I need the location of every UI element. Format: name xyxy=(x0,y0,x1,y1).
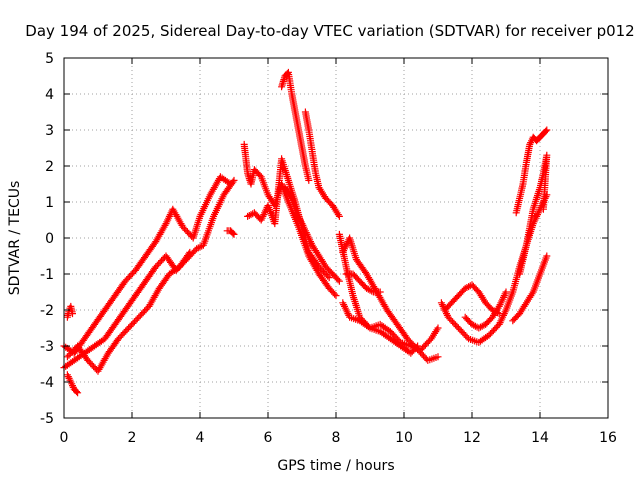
series-track-3 xyxy=(63,248,194,375)
x-axis-label: GPS time / hours xyxy=(277,458,394,474)
y-tick-label: 3 xyxy=(45,123,54,139)
x-tick-label: 16 xyxy=(599,430,617,446)
series-markers xyxy=(63,248,194,375)
series-markers xyxy=(223,227,238,238)
series-track-6 xyxy=(223,227,238,238)
series-track-5 xyxy=(63,302,76,321)
series-track-11 xyxy=(301,108,343,220)
series-track-18 xyxy=(461,288,510,332)
series-track-9 xyxy=(278,68,313,184)
series-track-20 xyxy=(516,151,551,278)
y-tick-label: 0 xyxy=(45,231,54,247)
series-track-15 xyxy=(339,299,442,354)
y-tick-label: 5 xyxy=(45,51,54,67)
series-markers xyxy=(461,288,510,332)
series-track-19 xyxy=(512,126,551,217)
y-tick-label: -3 xyxy=(40,339,54,355)
series-markers xyxy=(516,151,551,278)
series-markers xyxy=(509,252,551,325)
series-markers xyxy=(60,176,238,372)
series-markers xyxy=(60,173,235,357)
series-markers xyxy=(342,270,384,296)
series-track-10 xyxy=(281,184,343,285)
plot-frame xyxy=(63,57,609,419)
x-tick-label: 4 xyxy=(196,430,205,446)
series-track-14 xyxy=(342,270,384,296)
x-tick-label: 14 xyxy=(531,430,549,446)
series-track-4 xyxy=(63,371,82,397)
series-track-16 xyxy=(437,191,551,346)
y-tick-label: 4 xyxy=(45,87,54,103)
series-markers xyxy=(441,281,503,318)
y-tick-label: 2 xyxy=(45,159,54,175)
series-markers xyxy=(339,299,442,354)
x-tick-label: 2 xyxy=(128,430,137,446)
series-markers xyxy=(281,184,343,285)
y-tick-label: -1 xyxy=(40,267,54,283)
x-tick-label: 6 xyxy=(264,430,273,446)
series-track-1 xyxy=(60,173,235,357)
y-axis-label: SDTVAR / TECUs xyxy=(7,181,23,296)
series-markers xyxy=(278,68,313,184)
series-markers xyxy=(63,302,76,321)
y-tick-label: -5 xyxy=(40,411,54,427)
y-tick-label: -2 xyxy=(40,303,54,319)
grid xyxy=(64,58,608,418)
y-tick-label: 1 xyxy=(45,195,54,211)
series-markers xyxy=(512,126,551,217)
series-track-21 xyxy=(509,252,551,325)
data-series xyxy=(60,68,551,397)
x-tick-label: 12 xyxy=(463,430,481,446)
series-markers xyxy=(437,191,551,346)
x-tick-label: 10 xyxy=(395,430,413,446)
series-markers xyxy=(301,108,343,220)
y-tick-label: -4 xyxy=(40,375,54,391)
series-track-17 xyxy=(441,281,503,318)
x-tick-label: 0 xyxy=(60,430,69,446)
chart-title: Day 194 of 2025, Sidereal Day-to-day VTE… xyxy=(25,22,634,40)
x-tick-label: 8 xyxy=(332,430,341,446)
series-markers xyxy=(63,371,82,397)
series-track-2 xyxy=(60,176,238,372)
